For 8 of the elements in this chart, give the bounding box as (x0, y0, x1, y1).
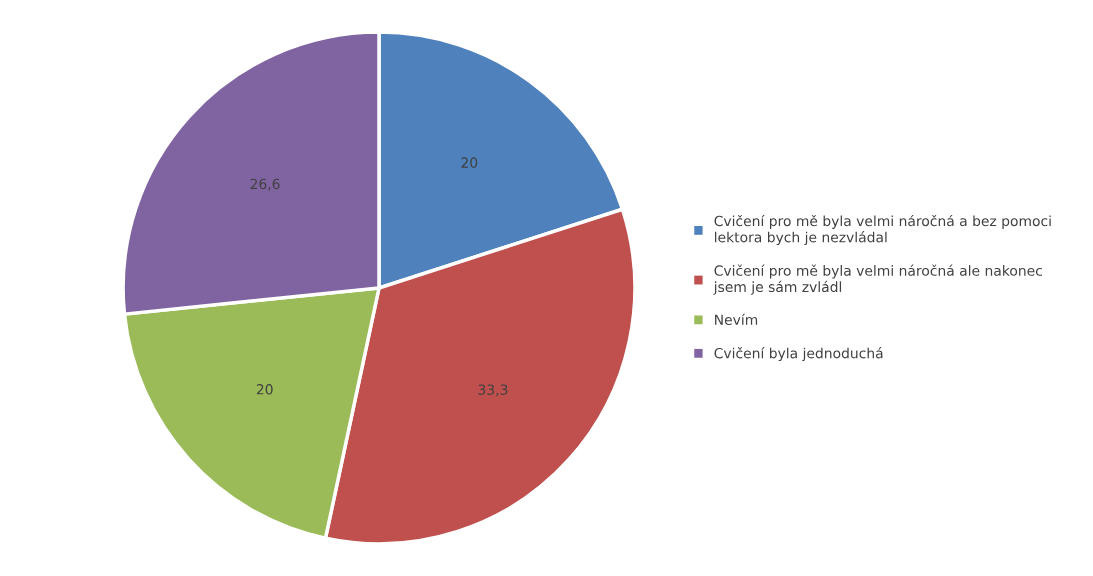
data-label: 26,6 (250, 178, 280, 191)
data-label: 33,3 (478, 384, 508, 397)
legend-label: Nevím (715, 313, 758, 325)
legend-label: Cvičení pro mě byla velmi náročná ale nakonec jsem je sám zvládl (713, 264, 1042, 295)
legend-label: Cvičení pro mě byla velmi náročná a bez pomoci lektora bych je nezvládal (714, 214, 1051, 246)
data-label: 20 (256, 384, 273, 395)
data-label: 20 (461, 157, 478, 168)
legend-label: Cvičení byla jednoduchá (714, 347, 883, 362)
